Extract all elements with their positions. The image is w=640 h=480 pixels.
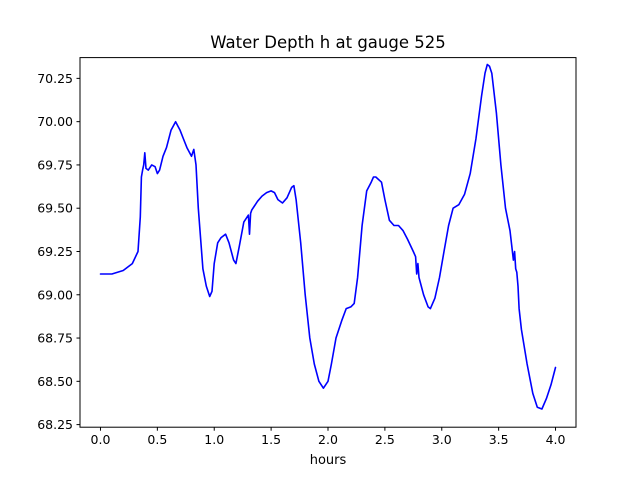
x-tick-label: 3.5 xyxy=(489,432,509,447)
chart-title: Water Depth h at gauge 525 xyxy=(210,33,446,52)
y-tick-label: 69.50 xyxy=(37,201,73,216)
y-tick-label: 68.25 xyxy=(37,417,73,432)
x-tick-label: 2.5 xyxy=(375,432,395,447)
y-tick-label: 69.25 xyxy=(37,244,73,259)
x-tick-label: 0.5 xyxy=(147,432,167,447)
plot-frame xyxy=(79,57,577,428)
x-axis-label: hours xyxy=(309,453,347,468)
x-tick-label: 1.0 xyxy=(204,432,224,447)
y-tick-label: 68.75 xyxy=(37,331,73,346)
x-tick-label: 3.0 xyxy=(432,432,452,447)
y-tick-label: 70.00 xyxy=(37,114,73,129)
y-tick-label: 70.25 xyxy=(37,71,73,86)
x-tick-label: 1.5 xyxy=(261,432,281,447)
tick-layer: 0.0 0.5 1.0 1.5 2.0 2.5 3.0 3.5 4.0 68.25 68.50 68.… xyxy=(37,71,565,447)
series-layer xyxy=(99,63,557,410)
y-tick-label: 69.75 xyxy=(37,157,73,172)
x-tick-label: 0.0 xyxy=(91,432,111,447)
y-tick-label: 69.00 xyxy=(37,287,73,302)
y-tick-label: 68.50 xyxy=(37,374,73,389)
x-tick-label: 2.0 xyxy=(318,432,338,447)
x-tick-label: 4.0 xyxy=(546,432,566,447)
series-line xyxy=(99,63,557,410)
